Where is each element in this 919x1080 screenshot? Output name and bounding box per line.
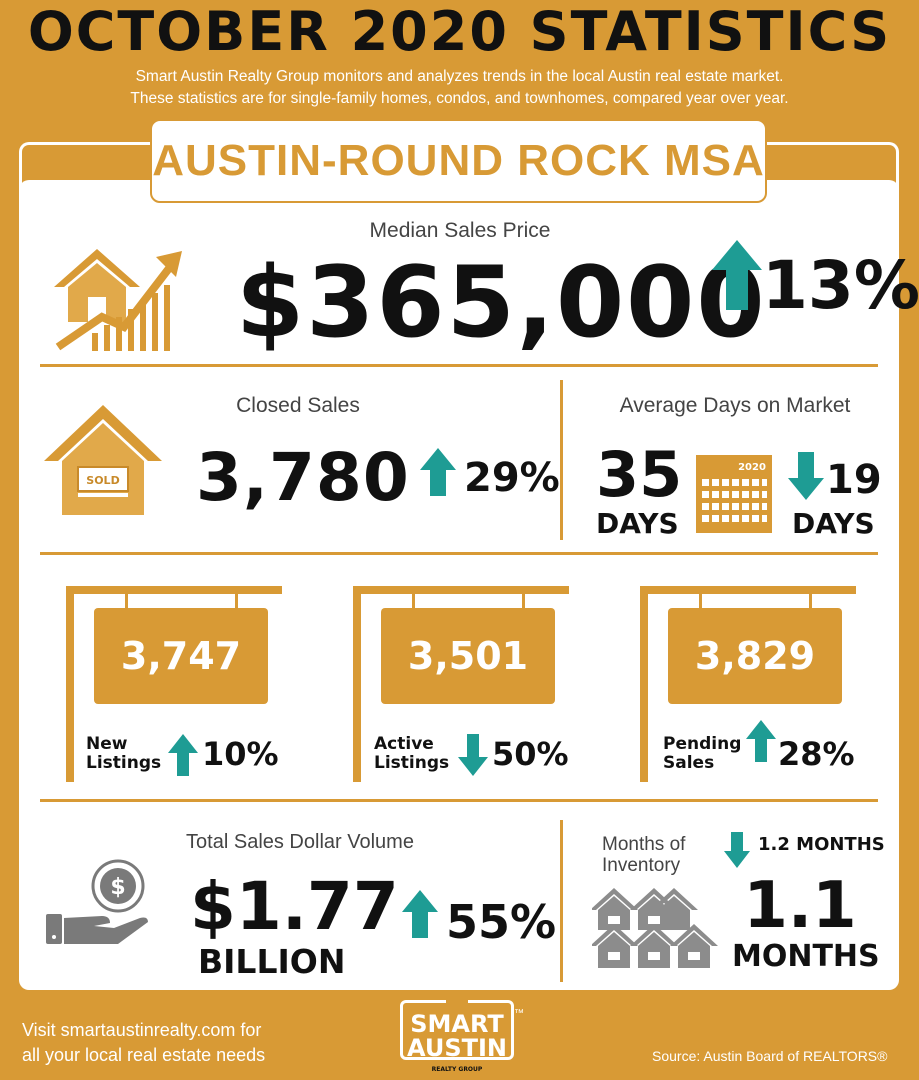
subtitle: Smart Austin Realty Group monitors and a… [0, 66, 919, 110]
pending-sales-change: 28% [778, 735, 855, 773]
divider [40, 799, 878, 802]
sign-chain [235, 594, 238, 608]
label-line: Inventory [602, 855, 681, 876]
active-listings-label: Active Listings [374, 735, 449, 773]
sign-chain [125, 594, 128, 608]
active-listings-change: 50% [492, 735, 569, 773]
region-title: AUSTIN-ROUND ROCK MSA [152, 136, 765, 185]
divider [40, 552, 878, 555]
days-on-market-label: Average Days on Market [619, 394, 851, 417]
median-price-label: Median Sales Price [369, 219, 551, 242]
new-listings-value: 3,747 [94, 608, 268, 704]
arrow-up-icon [168, 734, 198, 776]
days-on-market-value: 35 [596, 438, 683, 511]
divider-vertical [560, 380, 563, 540]
volume-unit: BILLION [198, 942, 346, 981]
subtitle-line-1: Smart Austin Realty Group monitors and a… [135, 68, 784, 85]
closed-sales-label: Closed Sales [236, 394, 360, 417]
closed-sales-change: 29% [464, 455, 560, 501]
active-listings-value: 3,501 [381, 608, 555, 704]
pending-sales-label: Pending Sales [663, 735, 741, 773]
pending-sales-value: 3,829 [668, 608, 842, 704]
label-line: Listings [86, 753, 162, 773]
median-price-change: 13% [762, 247, 919, 324]
days-on-market-change-unit: DAYS [792, 507, 875, 540]
label-line: New [86, 734, 128, 754]
footer-message: Visit smartaustinrealty.com for all your… [22, 1018, 265, 1068]
divider-vertical [560, 820, 563, 982]
house-chart-icon [54, 249, 182, 351]
volume-change: 55% [446, 895, 557, 949]
inventory-value: 1.1 [743, 869, 857, 943]
footer-line-1: Visit smartaustinrealty.com for [22, 1020, 262, 1040]
inventory-unit: MONTHS [732, 939, 880, 974]
logo-roof-gap [446, 993, 468, 1007]
label-line: Sales [663, 753, 715, 773]
volume-label: Total Sales Dollar Volume [186, 831, 414, 853]
logo-word-2: AUSTIN [407, 1034, 507, 1062]
sign-post [66, 586, 74, 782]
source-note: Source: Austin Board of REALTORS® [652, 1048, 888, 1064]
days-on-market-change: 19 [826, 457, 882, 503]
sign-chain [699, 594, 702, 608]
sold-sign-text: SOLD [86, 474, 119, 487]
arrow-up-icon [420, 448, 456, 496]
sign-post [640, 586, 648, 782]
arrow-down-icon [724, 832, 750, 868]
new-listings-change: 10% [202, 735, 279, 773]
logo-word-1: SMART [410, 1010, 504, 1038]
sign-post-arm [640, 586, 856, 594]
label-line: Pending [663, 734, 742, 754]
median-price-value: $365,000 [236, 246, 767, 360]
inventory-previous: 1.2 MONTHS [758, 834, 885, 855]
arrow-up-icon [402, 890, 438, 938]
sign-post [353, 586, 361, 782]
volume-value: $1.77 [190, 868, 399, 945]
svg-text:$: $ [110, 875, 125, 900]
sign-chain [809, 594, 812, 608]
subtitle-line-2: These statistics are for single-family h… [130, 90, 789, 107]
sold-house-icon: SOLD [44, 405, 162, 515]
label-line: Listings [374, 753, 450, 773]
label-line: Active [374, 734, 434, 754]
logo-trademark: ™ [514, 1008, 524, 1019]
sign-chain [522, 594, 525, 608]
calendar-icon: 2020 [696, 455, 772, 533]
label-line: Months of [602, 834, 686, 855]
sign-post-arm [66, 586, 282, 594]
new-listings-label: New Listings [86, 735, 161, 773]
closed-sales-value: 3,780 [196, 439, 410, 516]
money-hand-icon: $ [46, 859, 148, 944]
sign-chain [412, 594, 415, 608]
arrow-down-icon [458, 734, 488, 776]
logo-subtext: REALTY GROUP [431, 1066, 483, 1073]
region-banner: AUSTIN-ROUND ROCK MSA [150, 119, 767, 203]
footer-line-2: all your local real estate needs [22, 1045, 266, 1065]
arrow-up-icon [746, 720, 776, 762]
page-title: OCTOBER 2020 STATISTICS [27, 0, 892, 63]
sign-post-arm [353, 586, 569, 594]
houses-icon [592, 888, 718, 968]
calendar-year: 2020 [738, 462, 766, 473]
days-on-market-unit: DAYS [596, 507, 679, 540]
divider [40, 364, 878, 367]
inventory-label: Months of Inventory [602, 834, 685, 876]
arrow-down-icon [788, 452, 824, 500]
arrow-up-icon [712, 240, 762, 310]
